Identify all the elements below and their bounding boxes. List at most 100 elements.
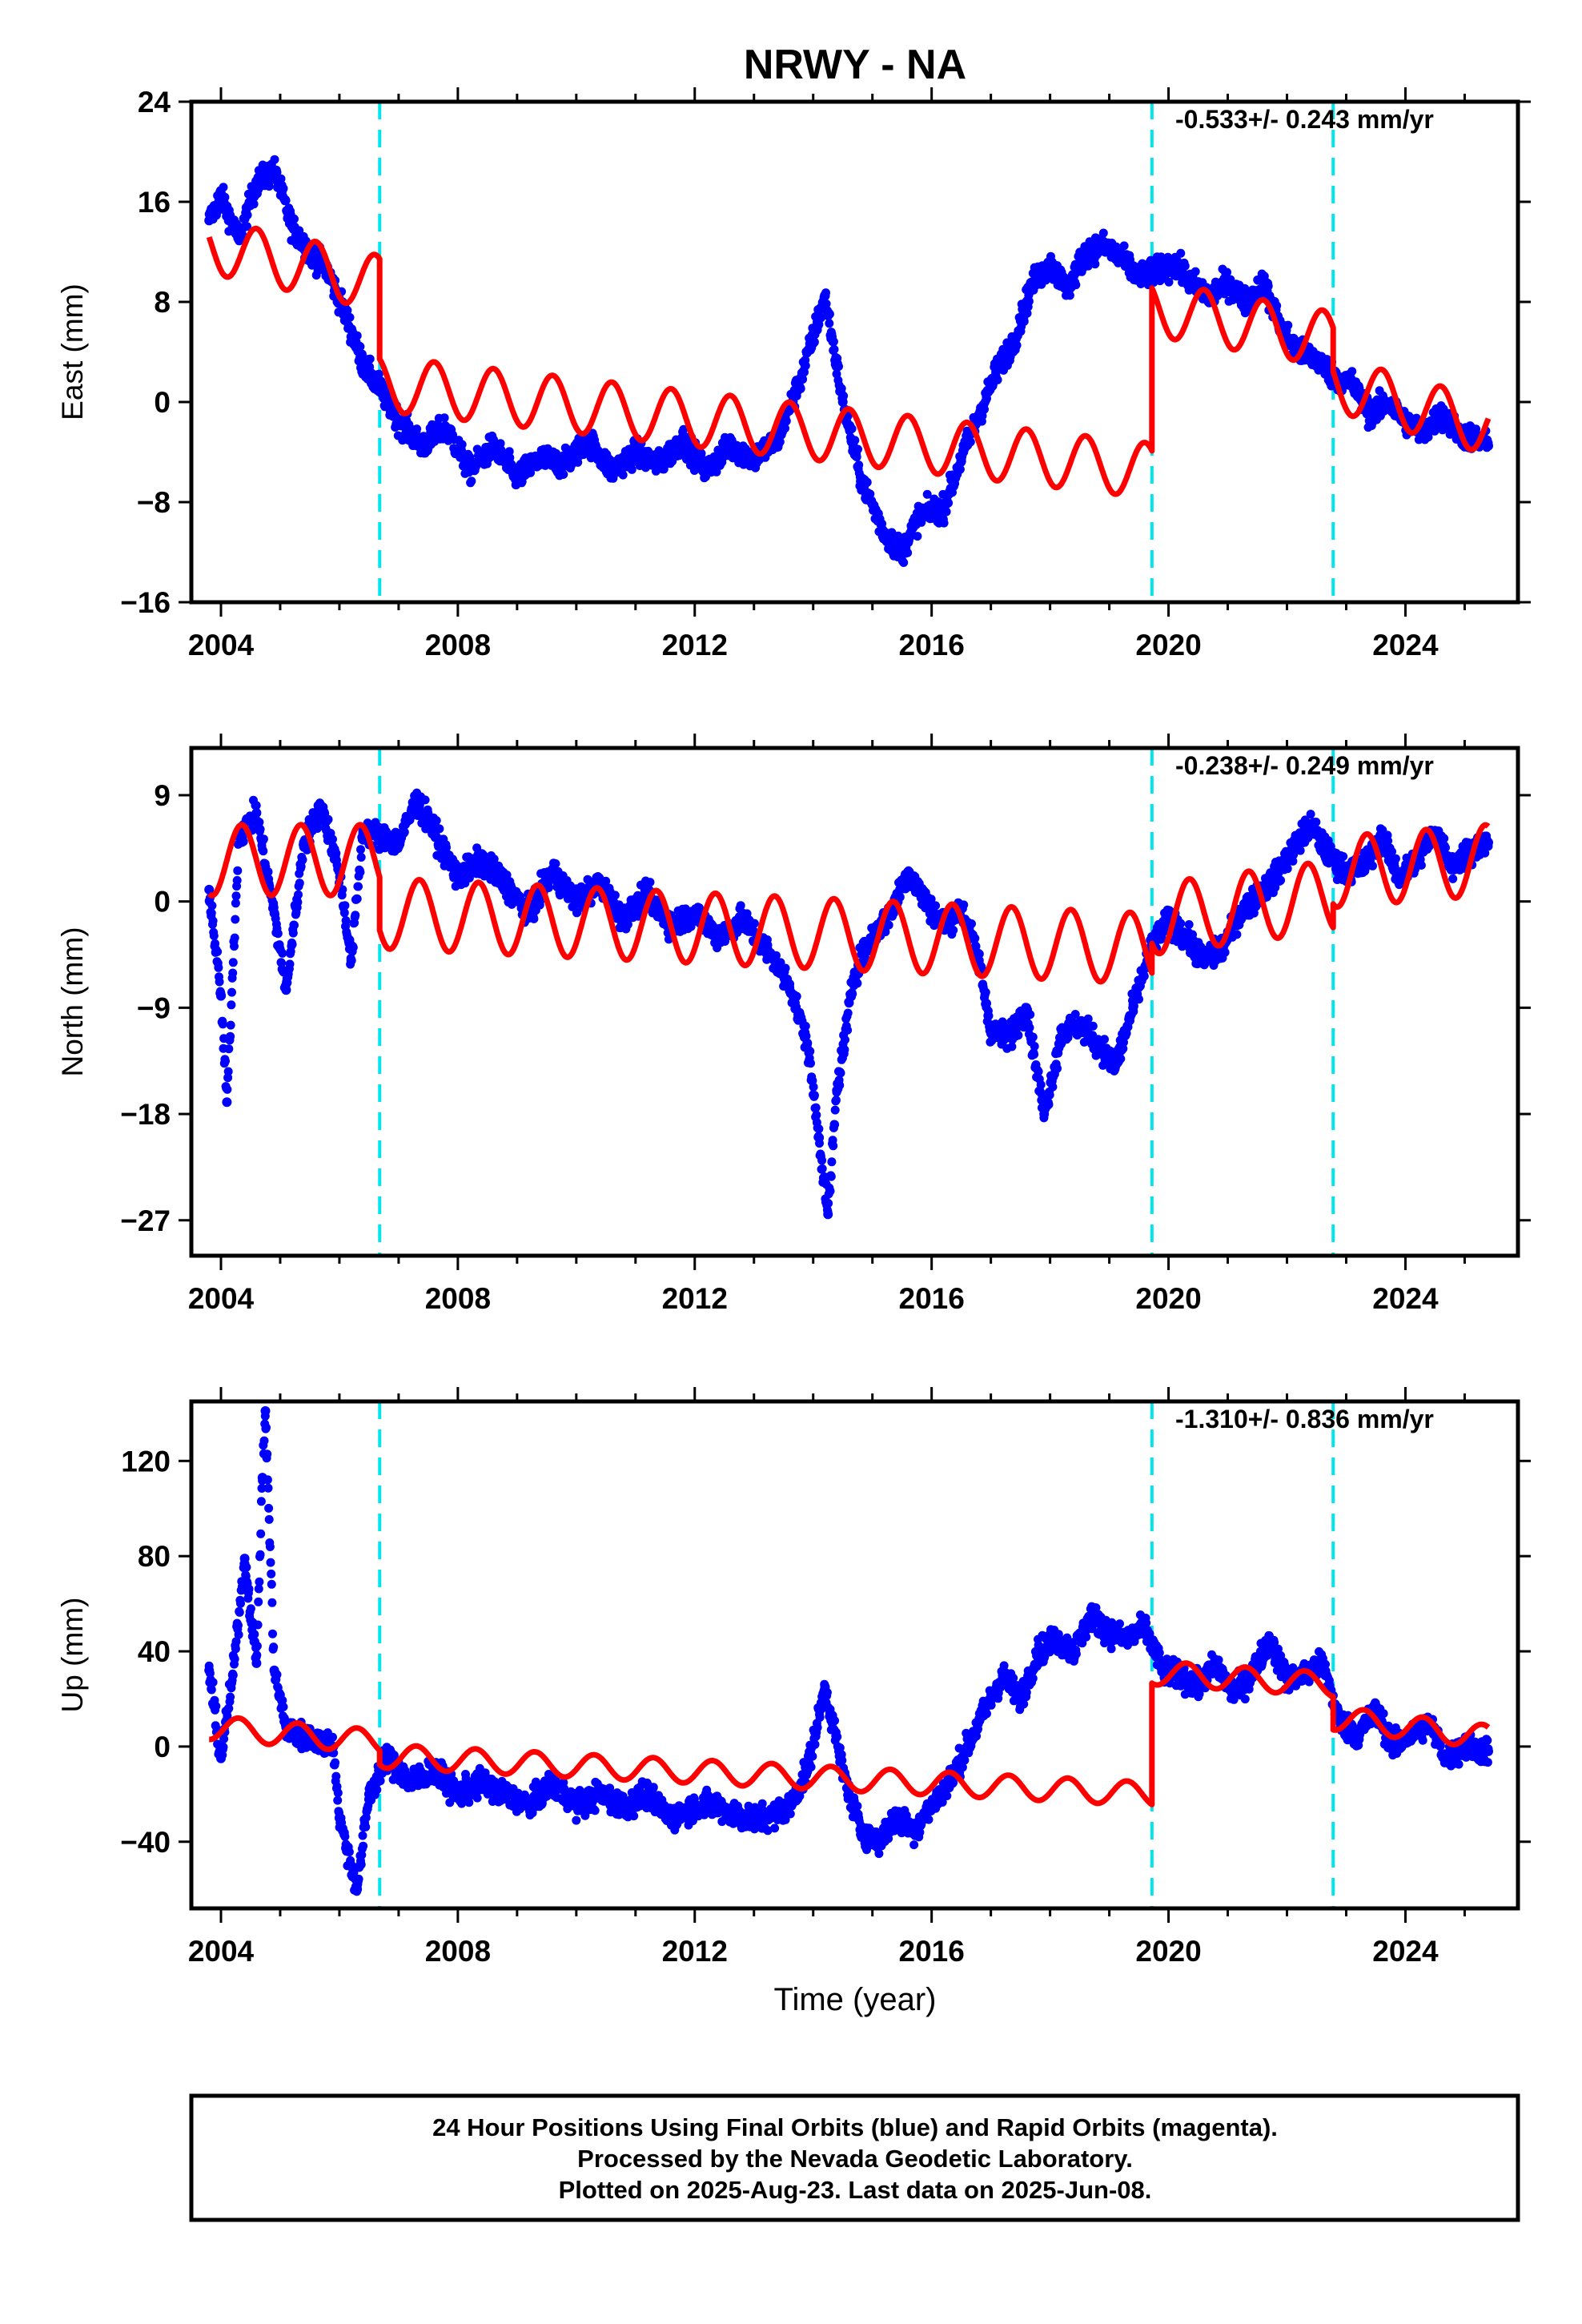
data-point-key-39 bbox=[1010, 334, 1020, 344]
data-point bbox=[814, 1124, 824, 1134]
y-tick-label: −16 bbox=[120, 586, 171, 619]
data-point-key-42 bbox=[1062, 284, 1073, 295]
data-point bbox=[227, 987, 236, 997]
data-point-key-21 bbox=[630, 447, 640, 457]
data-point-key-10 bbox=[375, 384, 386, 395]
data-point bbox=[279, 183, 288, 193]
data-point bbox=[226, 1020, 235, 1030]
data-point bbox=[355, 867, 365, 877]
data-point bbox=[1083, 261, 1093, 271]
data-point-key-19 bbox=[583, 434, 593, 444]
data-point bbox=[365, 354, 375, 364]
data-point bbox=[243, 222, 251, 231]
data-point bbox=[899, 558, 909, 567]
data-point bbox=[290, 214, 299, 223]
data-point bbox=[1223, 267, 1232, 277]
data-point bbox=[1053, 1063, 1062, 1073]
data-point-key-17 bbox=[536, 453, 546, 464]
x-tick-label: 2016 bbox=[899, 629, 965, 661]
data-point bbox=[1045, 1090, 1054, 1100]
data-point bbox=[1119, 241, 1129, 251]
data-point bbox=[853, 444, 862, 454]
data-point bbox=[1232, 930, 1242, 939]
data-point bbox=[645, 878, 655, 887]
data-point bbox=[285, 959, 295, 969]
data-point bbox=[922, 489, 932, 499]
data-point bbox=[356, 853, 366, 862]
data-point bbox=[1030, 1050, 1039, 1059]
data-point bbox=[1044, 1100, 1054, 1109]
data-point bbox=[895, 892, 905, 902]
data-point-key-47 bbox=[1151, 265, 1162, 275]
data-point bbox=[1019, 316, 1029, 326]
data-point bbox=[847, 424, 857, 433]
data-point bbox=[837, 384, 846, 393]
data-point bbox=[805, 1047, 815, 1056]
data-point bbox=[830, 1120, 840, 1129]
data-point bbox=[1048, 1082, 1058, 1092]
data-point bbox=[208, 916, 218, 926]
data-point-key-12 bbox=[417, 440, 428, 451]
data-point-key-44 bbox=[1098, 240, 1109, 251]
data-point bbox=[288, 928, 298, 938]
data-point bbox=[355, 342, 365, 352]
data-point bbox=[966, 437, 975, 447]
data-point bbox=[627, 464, 636, 474]
data-point bbox=[825, 1186, 835, 1196]
data-point bbox=[223, 1084, 232, 1094]
data-point bbox=[457, 440, 467, 449]
data-point-key-46 bbox=[1134, 271, 1144, 282]
data-point bbox=[230, 933, 239, 943]
data-point bbox=[792, 991, 801, 1001]
data-point bbox=[348, 943, 358, 952]
data-point bbox=[825, 309, 834, 319]
data-point bbox=[843, 1008, 853, 1018]
data-point-key-45 bbox=[1116, 253, 1126, 263]
data-point-key-1 bbox=[216, 191, 226, 201]
data-point bbox=[1025, 1023, 1034, 1032]
data-point-key-58 bbox=[1347, 378, 1357, 388]
data-point bbox=[949, 926, 958, 935]
data-point-key-36 bbox=[956, 453, 966, 464]
data-point-key-5 bbox=[287, 222, 297, 232]
east-panel: 2004 2008 2012 2016 2020 2024241680−8−16East … bbox=[56, 86, 1531, 661]
data-point-key-0 bbox=[204, 215, 215, 226]
data-point bbox=[233, 866, 243, 875]
data-point bbox=[1176, 919, 1186, 928]
data-point bbox=[551, 859, 560, 868]
data-point-key-37 bbox=[974, 409, 984, 420]
data-point-key-23 bbox=[678, 434, 688, 444]
data-point bbox=[618, 470, 628, 480]
data-point-key-20 bbox=[607, 465, 617, 476]
data-point bbox=[294, 890, 303, 899]
data-point bbox=[340, 901, 350, 911]
data-point bbox=[884, 920, 893, 930]
data-point bbox=[224, 1044, 234, 1054]
data-point bbox=[1176, 248, 1186, 258]
data-point bbox=[259, 846, 268, 856]
data-point bbox=[826, 1172, 836, 1181]
data-point bbox=[552, 448, 561, 458]
data-point bbox=[697, 448, 706, 458]
data-point bbox=[781, 424, 789, 433]
data-point bbox=[243, 211, 252, 219]
data-point bbox=[817, 1156, 827, 1165]
data-point bbox=[207, 908, 216, 918]
data-point bbox=[967, 919, 976, 928]
data-point-key-60 bbox=[1383, 397, 1393, 407]
data-point bbox=[351, 911, 360, 920]
data-point bbox=[1180, 261, 1190, 271]
data-point bbox=[226, 1031, 235, 1041]
velocity-rate-label: -0.533+/- 0.243 mm/yr bbox=[1175, 105, 1434, 134]
data-point-key-28 bbox=[796, 372, 806, 382]
data-point bbox=[374, 369, 383, 379]
data-point bbox=[1090, 259, 1100, 269]
data-point bbox=[836, 1068, 845, 1078]
data-point bbox=[255, 825, 265, 834]
y-tick-label: −8 bbox=[137, 486, 171, 519]
y-tick-label: 16 bbox=[138, 186, 171, 219]
data-point bbox=[228, 968, 238, 978]
data-point-key-29 bbox=[820, 291, 830, 301]
data-point bbox=[232, 875, 242, 885]
data-point bbox=[231, 915, 240, 924]
